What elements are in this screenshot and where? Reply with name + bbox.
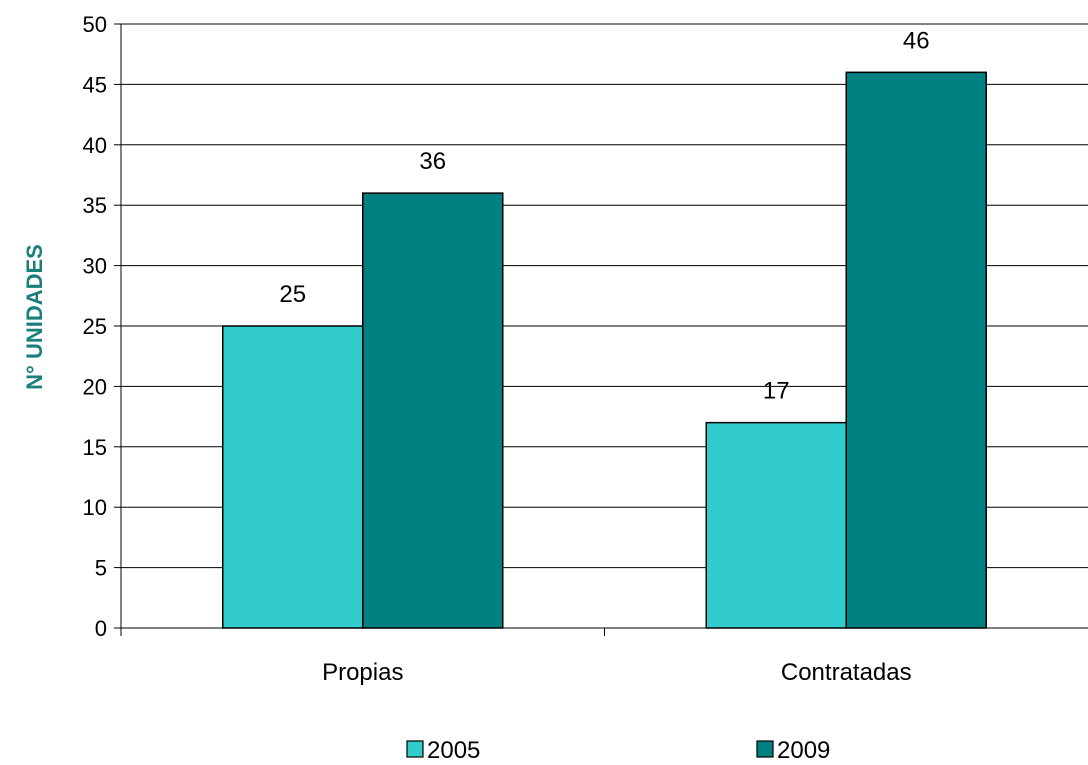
y-tick-label: 10 [83,495,107,520]
axes [120,24,1088,636]
legend: 2005 2009 [406,737,830,764]
data-label: 25 [279,281,306,308]
legend-label-2005: 2005 [427,737,480,764]
y-tick-label: 5 [95,556,107,581]
bar-2009-propias [362,192,504,629]
bar-2005-contratadas [705,421,847,629]
data-label: 36 [419,148,446,175]
x-category-label: Contratadas [781,659,912,686]
y-tick-label: 45 [83,72,107,97]
legend-swatch-2005 [406,740,424,758]
x-axis-categories: Propias Contratadas [322,659,912,686]
y-tick-label: 40 [83,133,107,158]
x-category-label: Propias [322,659,403,686]
data-label: 46 [903,27,930,54]
y-tick-label: 0 [95,616,107,641]
bar-2005-propias [222,325,364,629]
legend-label-2009: 2009 [777,737,830,764]
y-axis-label: N° UNIDADES [22,244,47,390]
data-labels: 25 36 17 46 [279,27,929,404]
legend-swatch-2009 [756,740,774,758]
y-tick-label: 15 [83,435,107,460]
data-label: 17 [763,378,790,405]
y-tick-label: 30 [83,254,107,279]
y-tick-label: 50 [83,12,107,37]
bars [222,71,987,629]
y-axis-ticks: 0 5 10 15 20 25 30 35 40 45 50 [83,12,121,641]
y-tick-label: 35 [83,193,107,218]
y-tick-label: 25 [83,314,107,339]
bar-2009-contratadas [845,71,987,629]
y-tick-label: 20 [83,374,107,399]
